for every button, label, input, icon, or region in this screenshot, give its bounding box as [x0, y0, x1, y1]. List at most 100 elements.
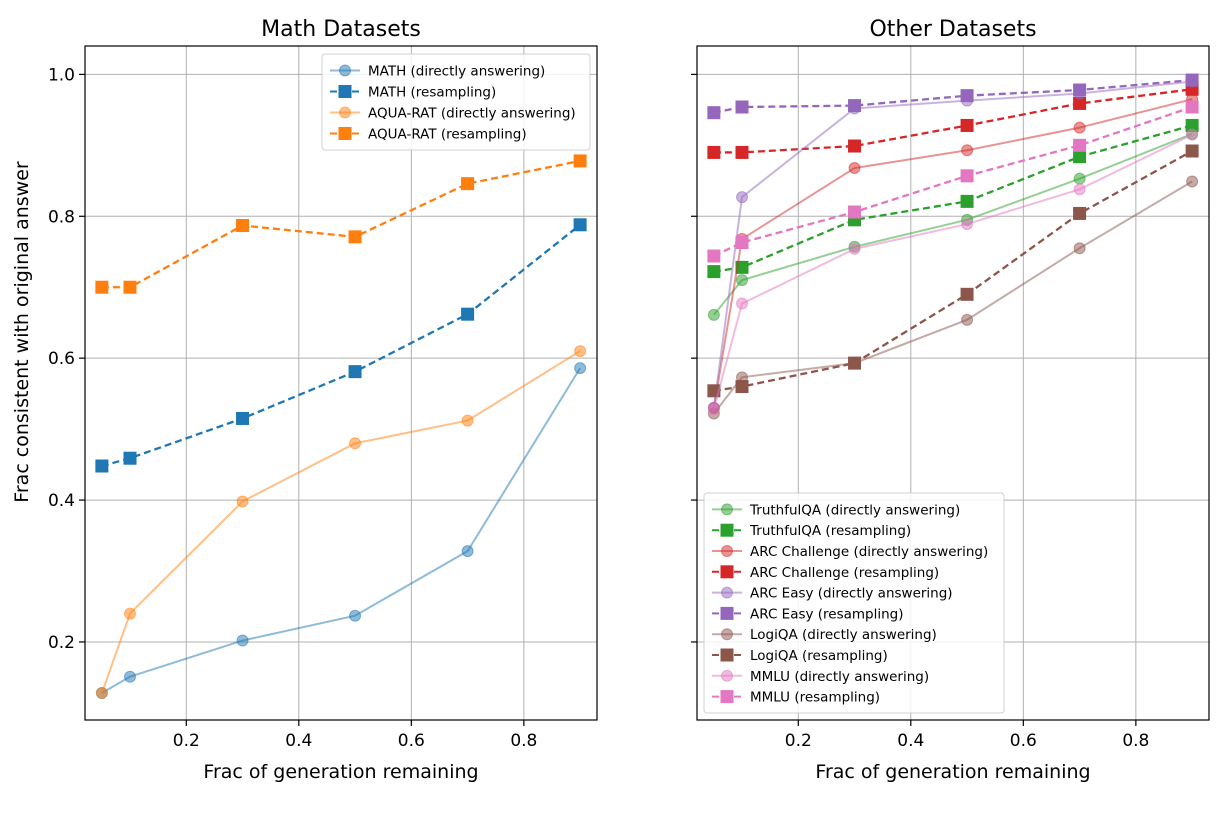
- data-point-truthfulqa-resampling: [707, 265, 721, 279]
- data-point-logiqa-directly-answering: [1186, 175, 1199, 188]
- data-point-math-resampling: [461, 307, 475, 321]
- series-arc-easy-directly-answering: [707, 75, 1199, 414]
- legend-marker-math-directly-answering: [339, 64, 351, 77]
- series-arc-easy-resampling: [707, 73, 1199, 120]
- series-line-math-resampling: [101, 223, 581, 468]
- data-point-mmlu-resampling: [960, 169, 974, 183]
- series-line-aqua-rat-resampling: [101, 159, 581, 289]
- data-point-math-resampling: [236, 411, 250, 425]
- data-point-mmlu-resampling: [848, 205, 862, 219]
- series-aqua-rat-directly-answering: [95, 345, 587, 700]
- data-point-math-directly-answering: [461, 545, 474, 558]
- legend-marker-aqua-rat-directly-answering: [339, 106, 351, 119]
- data-point-math-resampling: [573, 218, 587, 232]
- legend-marker-aqua-rat-resampling: [338, 127, 352, 140]
- series-line-truthfulqa-resampling: [713, 124, 1193, 273]
- other-legend: TruthfulQA (directly answering) TruthfulQ…: [703, 492, 1005, 714]
- y-axis-label: Frac consistent with original answer: [11, 161, 33, 503]
- other-x-tick-label: 0.8: [1122, 731, 1149, 751]
- data-point-math-directly-answering: [574, 362, 587, 375]
- series-mmlu-resampling: [707, 100, 1199, 263]
- data-point-math-resampling: [348, 365, 362, 379]
- series-mmlu-directly-answering: [707, 128, 1199, 416]
- data-point-arc-challenge-resampling: [707, 145, 721, 159]
- other-x-tick-label: 0.6: [1010, 731, 1037, 751]
- data-point-arc-easy-resampling: [735, 100, 749, 114]
- series-line-truthfulqa-directly-answering: [713, 133, 1193, 316]
- legend-label-truthfulqa-resampling: TruthfulQA (resampling): [749, 523, 911, 539]
- data-point-logiqa-resampling: [1185, 144, 1199, 158]
- data-point-logiqa-resampling: [848, 356, 862, 370]
- series-logiqa-resampling: [707, 144, 1199, 398]
- legend-marker-logiqa-resampling: [720, 648, 734, 662]
- math-legend-box: [321, 53, 591, 151]
- data-point-logiqa-resampling: [735, 380, 749, 394]
- series-arc-challenge-directly-answering: [707, 93, 1199, 414]
- data-point-mmlu-directly-answering: [707, 403, 720, 416]
- data-point-math-resampling: [123, 451, 137, 465]
- legend-entry-arc-challenge-directly-answering: ARC Challenge (directly answering): [712, 544, 988, 560]
- math-x-tick-label: 0.2: [173, 731, 200, 751]
- math-x-tick-label: 0.8: [510, 731, 537, 751]
- series-arc-challenge-resampling: [707, 82, 1199, 159]
- legend-label-aqua-rat-resampling: AQUA-RAT (resampling): [368, 127, 527, 143]
- data-point-truthfulqa-directly-answering: [707, 308, 720, 321]
- data-point-arc-easy-directly-answering: [736, 191, 749, 204]
- legend-label-math-resampling: MATH (resampling): [368, 85, 496, 101]
- series-line-mmlu-resampling: [713, 105, 1193, 258]
- data-point-logiqa-resampling: [960, 287, 974, 301]
- math-x-tick-label: 0.6: [398, 731, 425, 751]
- data-point-aqua-rat-directly-answering: [461, 414, 474, 427]
- other-x-axis-label: Frac of generation remaining: [815, 761, 1090, 783]
- data-point-math-directly-answering: [236, 634, 249, 647]
- data-point-logiqa-directly-answering: [1073, 242, 1086, 255]
- math-axes-frame: [84, 45, 598, 721]
- math-x-axis-label: Frac of generation remaining: [203, 761, 478, 783]
- math-y-tick-label: 0.4: [48, 491, 75, 511]
- math-y-tick-label: 0.2: [48, 633, 75, 653]
- data-point-arc-easy-resampling: [848, 99, 862, 113]
- other-legend-box: [703, 492, 1005, 714]
- data-point-aqua-rat-resampling: [573, 154, 587, 168]
- data-point-math-resampling: [95, 459, 109, 473]
- data-point-aqua-rat-resampling: [348, 230, 362, 244]
- legend-entry-mmlu-resampling: MMLU (resampling): [712, 690, 880, 706]
- other-chart-title: Other Datasets: [869, 17, 1036, 42]
- data-point-truthfulqa-resampling: [735, 260, 749, 274]
- legend-marker-arc-easy-resampling: [720, 606, 734, 620]
- data-point-arc-challenge-directly-answering: [1073, 121, 1086, 134]
- data-point-aqua-rat-resampling: [461, 177, 475, 191]
- legend-marker-logiqa-directly-answering: [721, 628, 733, 641]
- legend-entry-arc-easy-directly-answering: ARC Easy (directly answering): [712, 586, 953, 602]
- data-point-aqua-rat-directly-answering: [349, 437, 362, 450]
- math-chart-title: Math Datasets: [261, 17, 421, 42]
- series-line-logiqa-resampling: [713, 149, 1193, 392]
- data-point-arc-challenge-directly-answering: [961, 144, 974, 157]
- data-point-mmlu-directly-answering: [961, 218, 974, 231]
- data-point-mmlu-resampling: [735, 236, 749, 250]
- data-point-logiqa-resampling: [707, 384, 721, 398]
- data-point-aqua-rat-directly-answering: [124, 607, 137, 620]
- series-line-arc-easy-directly-answering: [712, 80, 1193, 408]
- legend-entry-math-resampling: MATH (resampling): [330, 85, 496, 101]
- data-point-arc-challenge-directly-answering: [848, 162, 861, 175]
- data-point-mmlu-directly-answering: [848, 242, 861, 255]
- data-point-aqua-rat-resampling: [236, 218, 250, 232]
- panel-other-datasets: 0.2 0.4 0.6 0.8 Other Datasets Frac of genera…: [691, 17, 1210, 783]
- legend-marker-math-resampling: [338, 85, 352, 98]
- legend-label-arc-easy-directly-answering: ARC Easy (directly answering): [750, 586, 953, 602]
- legend-marker-arc-easy-directly-answering: [721, 586, 733, 599]
- legend-label-arc-challenge-resampling: ARC Challenge (resampling): [750, 565, 939, 581]
- math-legend: MATH (directly answering) MATH (resamplin…: [321, 53, 591, 151]
- data-point-math-directly-answering: [349, 609, 362, 622]
- legend-entry-logiqa-resampling: LogiQA (resampling): [712, 648, 888, 664]
- legend-entry-arc-challenge-resampling: ARC Challenge (resampling): [712, 565, 939, 581]
- data-point-mmlu-resampling: [1073, 138, 1087, 152]
- legend-label-arc-challenge-directly-answering: ARC Challenge (directly answering): [750, 544, 988, 560]
- series-line-arc-challenge-directly-answering: [712, 98, 1193, 408]
- other-x-tick-label: 0.2: [785, 731, 812, 751]
- legend-label-mmlu-resampling: MMLU (resampling): [750, 690, 880, 706]
- series-truthfulqa-directly-answering: [707, 127, 1199, 321]
- series-line-math-directly-answering: [101, 367, 581, 694]
- legend-entry-mmlu-directly-answering: MMLU (directly answering): [712, 669, 929, 685]
